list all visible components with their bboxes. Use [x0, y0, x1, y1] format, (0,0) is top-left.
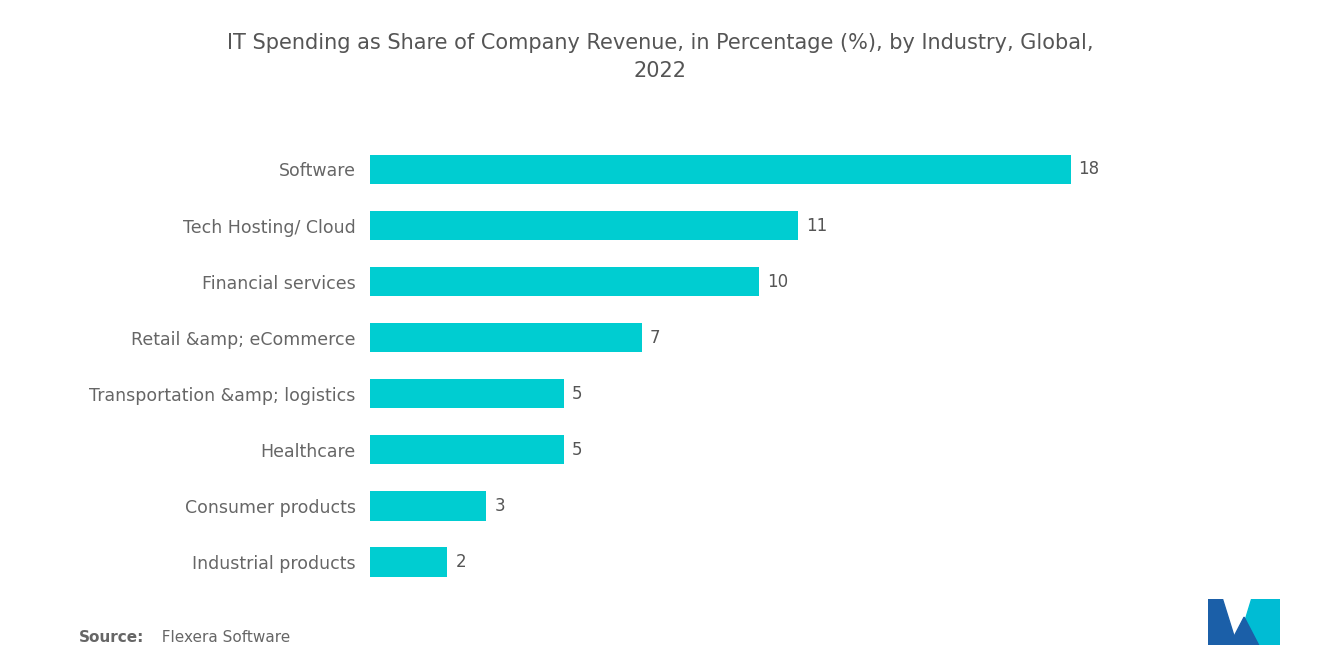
Bar — [370, 267, 759, 296]
Polygon shape — [1208, 598, 1237, 645]
Text: IT Spending as Share of Company Revenue, in Percentage (%), by Industry, Global,: IT Spending as Share of Company Revenue,… — [227, 33, 1093, 81]
Text: 10: 10 — [767, 273, 788, 291]
Text: Source:: Source: — [79, 630, 145, 645]
Text: 5: 5 — [572, 441, 582, 459]
Text: 3: 3 — [494, 497, 504, 515]
Polygon shape — [1237, 598, 1280, 645]
Text: 7: 7 — [649, 329, 660, 346]
Text: Flexera Software: Flexera Software — [152, 630, 290, 645]
Bar — [370, 379, 565, 408]
Text: 11: 11 — [805, 217, 826, 235]
Polygon shape — [1230, 617, 1259, 645]
Text: 2: 2 — [455, 553, 466, 571]
Bar — [370, 491, 487, 521]
Text: 5: 5 — [572, 385, 582, 403]
Text: 18: 18 — [1078, 160, 1100, 178]
Bar — [370, 155, 1071, 184]
Bar — [370, 436, 565, 464]
Bar — [370, 323, 643, 352]
Bar — [370, 211, 797, 240]
Bar — [370, 547, 447, 577]
